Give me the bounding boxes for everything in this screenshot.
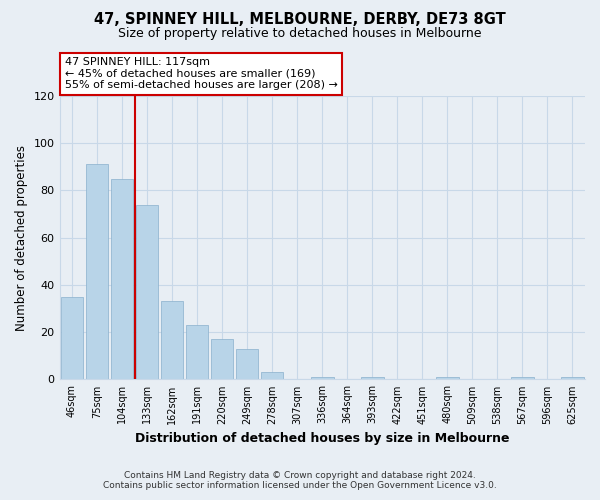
Bar <box>436 377 458 380</box>
X-axis label: Distribution of detached houses by size in Melbourne: Distribution of detached houses by size … <box>135 432 509 445</box>
Bar <box>61 296 83 380</box>
Bar <box>86 164 109 380</box>
Bar <box>186 325 208 380</box>
Text: Contains HM Land Registry data © Crown copyright and database right 2024.
Contai: Contains HM Land Registry data © Crown c… <box>103 470 497 490</box>
Bar <box>161 302 184 380</box>
Y-axis label: Number of detached properties: Number of detached properties <box>15 144 28 330</box>
Text: 47 SPINNEY HILL: 117sqm
← 45% of detached houses are smaller (169)
55% of semi-d: 47 SPINNEY HILL: 117sqm ← 45% of detache… <box>65 57 338 90</box>
Bar <box>136 204 158 380</box>
Bar <box>311 377 334 380</box>
Text: Size of property relative to detached houses in Melbourne: Size of property relative to detached ho… <box>118 28 482 40</box>
Bar <box>211 340 233 380</box>
Bar <box>511 377 534 380</box>
Bar <box>236 348 259 380</box>
Bar <box>111 178 133 380</box>
Text: 47, SPINNEY HILL, MELBOURNE, DERBY, DE73 8GT: 47, SPINNEY HILL, MELBOURNE, DERBY, DE73… <box>94 12 506 28</box>
Bar <box>261 372 283 380</box>
Bar <box>561 377 584 380</box>
Bar <box>361 377 383 380</box>
